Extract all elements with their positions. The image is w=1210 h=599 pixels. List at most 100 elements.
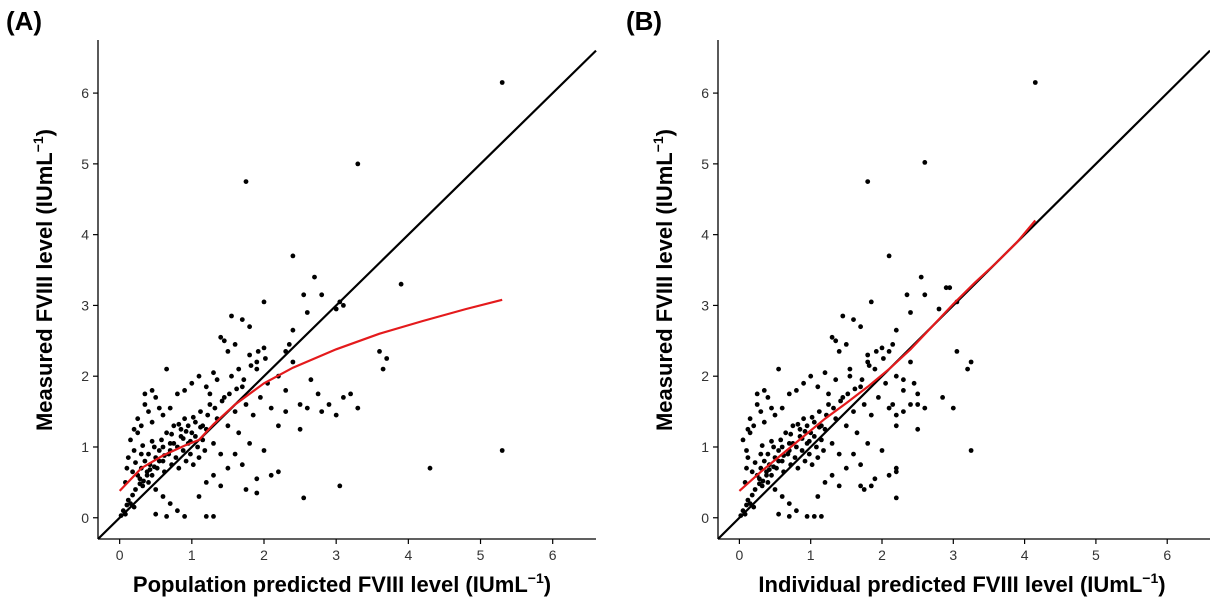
data-point bbox=[219, 398, 225, 404]
y-tick-label: 2 bbox=[81, 368, 89, 384]
data-point bbox=[211, 441, 216, 446]
data-point bbox=[189, 430, 195, 436]
y-tick-label: 6 bbox=[701, 85, 709, 101]
data-point bbox=[901, 377, 906, 383]
data-point bbox=[854, 430, 860, 436]
data-point bbox=[377, 349, 382, 354]
data-point bbox=[779, 444, 785, 450]
data-point bbox=[745, 497, 751, 503]
data-point bbox=[241, 377, 247, 383]
data-point bbox=[879, 448, 885, 453]
data-point bbox=[744, 502, 749, 508]
data-point bbox=[167, 501, 173, 506]
data-point bbox=[815, 455, 821, 460]
data-point bbox=[398, 281, 404, 287]
data-point bbox=[868, 483, 874, 489]
data-point bbox=[162, 469, 167, 475]
data-point bbox=[123, 511, 128, 517]
data-point bbox=[758, 409, 764, 414]
panel-label-a: (A) bbox=[6, 6, 42, 36]
data-point bbox=[182, 388, 188, 393]
x-tick-label: 5 bbox=[1092, 547, 1100, 563]
data-point bbox=[202, 448, 208, 453]
data-point bbox=[308, 377, 314, 383]
data-point bbox=[804, 514, 810, 519]
data-point bbox=[769, 438, 774, 444]
data-point bbox=[801, 416, 806, 422]
data-point bbox=[205, 412, 211, 418]
data-point bbox=[142, 402, 148, 407]
data-point bbox=[427, 465, 433, 471]
data-point bbox=[749, 469, 755, 475]
data-point bbox=[915, 391, 921, 397]
panel-b-plot: 0 1 2 3 4 5 6 0 1 2 3 4 5 6 bbox=[701, 40, 1210, 563]
data-point bbox=[243, 179, 249, 185]
data-point bbox=[131, 448, 137, 453]
data-point bbox=[128, 501, 133, 506]
data-point bbox=[348, 391, 353, 397]
data-point bbox=[757, 481, 762, 487]
data-point bbox=[261, 448, 267, 453]
data-point bbox=[765, 451, 771, 457]
data-point bbox=[286, 342, 292, 347]
data-point bbox=[153, 395, 159, 400]
data-point bbox=[153, 487, 159, 492]
data-point bbox=[130, 492, 136, 498]
data-point bbox=[786, 501, 792, 506]
data-point bbox=[833, 377, 839, 383]
data-point bbox=[936, 306, 942, 312]
data-point bbox=[776, 511, 781, 517]
data-point bbox=[207, 391, 213, 397]
data-point bbox=[751, 423, 757, 429]
data-point bbox=[851, 409, 856, 414]
data-point bbox=[865, 352, 871, 358]
data-point bbox=[167, 441, 173, 446]
data-point bbox=[171, 423, 177, 429]
y-tick-label: 2 bbox=[701, 368, 709, 384]
data-point bbox=[859, 377, 865, 383]
data-point bbox=[904, 292, 910, 298]
y-tick-label: 0 bbox=[701, 510, 709, 526]
x-tick-label: 1 bbox=[807, 547, 815, 563]
data-point bbox=[160, 494, 166, 499]
data-point bbox=[239, 317, 245, 322]
data-point bbox=[808, 373, 814, 379]
data-point bbox=[865, 179, 871, 185]
data-point bbox=[149, 438, 155, 444]
data-point bbox=[858, 462, 863, 468]
data-point bbox=[207, 402, 213, 407]
data-point bbox=[799, 448, 805, 453]
data-point bbox=[761, 458, 767, 464]
data-point bbox=[196, 494, 202, 499]
data-point bbox=[232, 342, 238, 347]
x-axis-title-a: Population predicted FVIII level (IUmL−1… bbox=[133, 570, 551, 597]
data-point bbox=[831, 405, 836, 411]
y-tick-label: 3 bbox=[81, 297, 89, 313]
data-point bbox=[781, 469, 786, 475]
data-point bbox=[232, 409, 238, 414]
data-point bbox=[182, 416, 188, 422]
data-point bbox=[886, 472, 892, 478]
data-point bbox=[890, 342, 896, 347]
data-point bbox=[872, 476, 878, 482]
data-point bbox=[908, 402, 913, 407]
data-point bbox=[794, 388, 799, 393]
data-point bbox=[752, 487, 758, 492]
data-point bbox=[829, 441, 835, 446]
data-point bbox=[149, 419, 155, 425]
x-axis-title-b: Individual predicted FVIII level (IUmL−1… bbox=[758, 570, 1165, 597]
data-point bbox=[908, 359, 913, 365]
data-point bbox=[866, 363, 872, 368]
data-point bbox=[836, 451, 842, 457]
data-point bbox=[355, 405, 361, 411]
data-point bbox=[290, 327, 296, 333]
data-point bbox=[760, 478, 766, 484]
data-point bbox=[196, 373, 202, 379]
data-point bbox=[183, 458, 189, 464]
data-point bbox=[881, 356, 886, 361]
data-point bbox=[190, 462, 196, 468]
data-point bbox=[263, 356, 268, 361]
x-tick-label: 4 bbox=[1021, 547, 1029, 563]
data-point bbox=[843, 423, 849, 429]
x-tick-label: 5 bbox=[477, 547, 485, 563]
